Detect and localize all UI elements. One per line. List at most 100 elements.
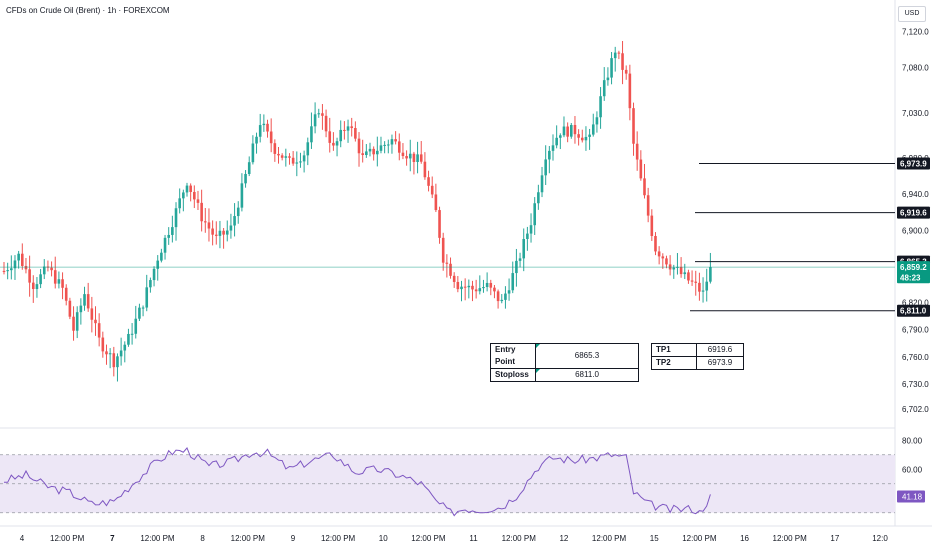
candle-body	[119, 350, 123, 357]
candle-body	[17, 253, 20, 261]
candle-body	[97, 323, 101, 338]
candle-body	[621, 53, 624, 70]
candle-body	[24, 265, 28, 270]
candle-body	[573, 124, 577, 135]
candle-body	[185, 185, 189, 193]
table-row: TP2 6973.9	[651, 356, 744, 370]
time-tick-label: 12:0	[872, 534, 888, 543]
candle-body	[423, 161, 427, 178]
time-tick-label: 12	[559, 534, 568, 543]
candle-body	[236, 207, 240, 217]
candle-body	[672, 267, 676, 270]
time-tick-label: 10	[379, 534, 388, 543]
candle-body	[533, 203, 536, 226]
price-tick-label: 6,900.0	[902, 226, 929, 235]
time-tick-label: 12:00 PM	[140, 534, 175, 543]
candle-body	[599, 96, 602, 118]
candle-body	[518, 258, 522, 261]
candle-body	[412, 153, 416, 162]
candle-body	[302, 155, 306, 162]
candle-body	[584, 136, 588, 141]
time-tick-label: 9	[291, 534, 296, 543]
candle-body	[489, 282, 493, 288]
candle-body	[580, 137, 584, 141]
candle-body	[416, 154, 419, 162]
candle-body	[617, 52, 621, 54]
candle-body	[529, 225, 533, 234]
candle-body	[610, 58, 613, 78]
candle-body	[167, 234, 170, 238]
candle-body	[79, 305, 83, 313]
currency-button[interactable]: USD	[898, 6, 926, 22]
candle-body	[72, 316, 75, 331]
time-tick-label: 17	[830, 534, 839, 543]
candle-body	[160, 252, 163, 261]
candle-body	[694, 281, 698, 283]
candle-body	[324, 115, 328, 132]
candle-body	[196, 199, 200, 203]
candle-body	[229, 225, 233, 231]
candle-body	[577, 134, 580, 138]
candle-body	[211, 228, 214, 235]
candle-body	[141, 307, 145, 309]
candle-body	[365, 151, 368, 155]
candle-body	[200, 202, 203, 222]
candle-body	[339, 129, 343, 142]
price-badge	[897, 304, 930, 317]
candle-body	[288, 156, 291, 158]
candle-body	[332, 142, 335, 146]
candle-body	[449, 263, 452, 276]
candle-body	[456, 281, 460, 290]
candle-body	[624, 69, 628, 74]
candle-body	[372, 148, 375, 155]
candle-body	[291, 157, 295, 164]
candle-body	[335, 141, 339, 146]
price-tick-label: 6,702.0	[902, 405, 929, 414]
candle-body	[635, 143, 639, 160]
candle-body	[613, 52, 617, 59]
candle-body	[632, 108, 635, 144]
candle-body	[602, 80, 606, 97]
time-tick-label: 11	[469, 534, 478, 543]
candle-body	[562, 126, 566, 136]
candle-body	[390, 139, 394, 145]
time-tick-label: 12:00 PM	[502, 534, 537, 543]
candle-body	[361, 153, 364, 155]
price-tick-label: 6,820.0	[902, 299, 929, 308]
candle-body	[346, 126, 350, 131]
candle-body	[284, 156, 288, 158]
candle-body	[222, 230, 225, 235]
time-tick-label: 12:00 PM	[592, 534, 627, 543]
time-tick-label: 12:00 PM	[321, 534, 356, 543]
candle-body	[588, 134, 591, 137]
candle-body	[430, 185, 434, 195]
candle-body	[6, 270, 9, 272]
candle-body	[650, 215, 654, 236]
candle-body	[152, 268, 156, 281]
candle-body	[127, 333, 130, 345]
candle-body	[500, 299, 504, 302]
candle-body	[383, 144, 386, 146]
time-tick-label: 12:00 PM	[231, 534, 266, 543]
price-tick-label: 7,030.0	[902, 109, 929, 118]
price-badge-label: 6,919.6	[900, 209, 927, 218]
candle-body	[639, 159, 643, 179]
candle-body	[86, 294, 90, 309]
candle-body	[357, 138, 361, 154]
candle-body	[50, 267, 53, 271]
rsi-tick-label: 60.00	[902, 465, 923, 474]
candle-body	[427, 177, 430, 186]
tp2-label: TP2	[651, 356, 697, 370]
time-tick-label: 12:00 PM	[411, 534, 446, 543]
candle-body	[68, 300, 72, 317]
candle-body	[591, 124, 595, 135]
candle-body	[701, 290, 705, 292]
take-profit-table: TP1 6919.6 TP2 6973.9	[651, 343, 744, 370]
candle-body	[401, 152, 405, 157]
candle-body	[134, 318, 138, 334]
candle-body	[28, 269, 31, 283]
candle-body	[566, 126, 569, 137]
candle-body	[683, 272, 687, 275]
